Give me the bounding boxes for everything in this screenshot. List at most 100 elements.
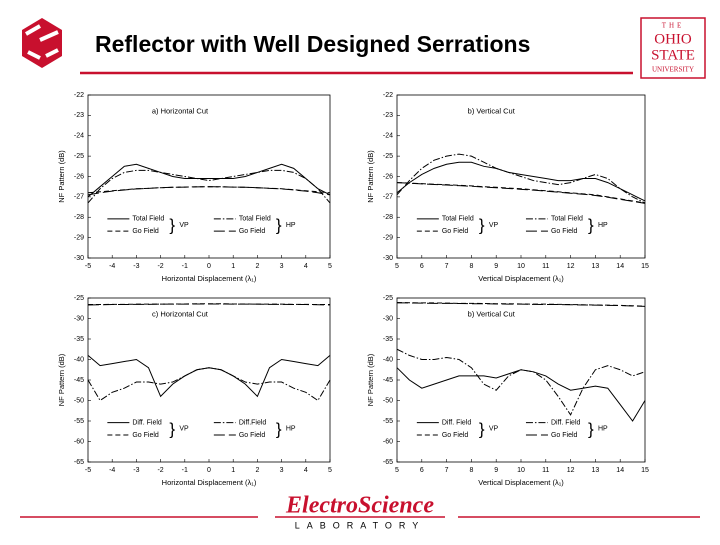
series-line bbox=[396, 182, 646, 204]
y-tick-label: -25 bbox=[383, 153, 393, 160]
x-tick-label: 3 bbox=[280, 263, 284, 270]
y-tick-label: -45 bbox=[74, 377, 84, 384]
y-tick-label: -65 bbox=[383, 459, 393, 466]
x-tick-label: 6 bbox=[420, 467, 424, 474]
x-tick-label: 4 bbox=[304, 263, 308, 270]
chart: -30 -29 -28 -27 -26 -25 -24 -23 -22 -5 -4 -3 -2 -1 0 1 2… bbox=[57, 92, 332, 283]
annotation: a) Horizontal Cut bbox=[152, 106, 209, 115]
x-axis-label: Horizontal Displacement (λ₁) bbox=[162, 478, 257, 487]
series-line bbox=[396, 161, 646, 202]
x-tick-label: 14 bbox=[616, 263, 624, 270]
legend-label: Total Field bbox=[551, 216, 583, 223]
legend-brace: } bbox=[479, 215, 485, 234]
university-logo: THE OHIO STATE UNIVERSITY bbox=[640, 17, 706, 79]
y-tick-label: -25 bbox=[74, 295, 84, 302]
y-tick-label: -40 bbox=[383, 356, 393, 363]
x-tick-label: 10 bbox=[517, 467, 525, 474]
y-tick-label: -22 bbox=[383, 92, 393, 99]
x-tick-label: 14 bbox=[616, 467, 624, 474]
plot-frame bbox=[87, 94, 331, 259]
x-axis-label: Horizontal Displacement (λ₁) bbox=[162, 274, 257, 283]
y-tick-label: -45 bbox=[383, 377, 393, 384]
y-axis-label: NF Pattern (dB) bbox=[57, 150, 66, 203]
legend-label: Go Field bbox=[132, 432, 159, 439]
y-tick-label: -24 bbox=[74, 133, 84, 140]
y-axis-label: NF Pattern (dB) bbox=[366, 353, 375, 406]
x-tick-label: 15 bbox=[641, 263, 649, 270]
x-tick-label: -2 bbox=[157, 263, 163, 270]
series-line bbox=[87, 186, 331, 196]
logo-line: STATE bbox=[651, 47, 695, 63]
legend-label: Go Field bbox=[551, 228, 578, 235]
x-tick-label: 8 bbox=[469, 467, 473, 474]
legend-brace: } bbox=[276, 215, 282, 234]
x-tick-label: -3 bbox=[133, 263, 139, 270]
legend-brace: } bbox=[169, 419, 175, 438]
y-tick-label: -50 bbox=[74, 397, 84, 404]
y-tick-label: -27 bbox=[383, 194, 393, 201]
y-tick-label: -29 bbox=[383, 234, 393, 241]
series-line bbox=[396, 367, 646, 422]
y-axis-label: NF Pattern (dB) bbox=[366, 150, 375, 203]
legend-label: Diff. Field bbox=[442, 419, 472, 426]
x-tick-label: 1 bbox=[231, 467, 235, 474]
legend-group: HP bbox=[598, 222, 608, 229]
x-tick-label: 15 bbox=[641, 467, 649, 474]
x-tick-label: -1 bbox=[182, 467, 188, 474]
x-tick-label: -3 bbox=[133, 467, 139, 474]
x-tick-label: -2 bbox=[157, 467, 163, 474]
y-tick-label: -30 bbox=[74, 315, 84, 322]
y-tick-label: -23 bbox=[383, 112, 393, 119]
x-tick-label: 13 bbox=[592, 263, 600, 270]
y-tick-label: -30 bbox=[383, 255, 393, 262]
series-line bbox=[87, 303, 331, 306]
x-tick-label: 5 bbox=[328, 467, 332, 474]
x-tick-label: 0 bbox=[207, 263, 211, 270]
x-tick-label: 8 bbox=[469, 263, 473, 270]
y-tick-label: -55 bbox=[74, 418, 84, 425]
series-line bbox=[87, 367, 331, 402]
y-tick-label: -28 bbox=[74, 214, 84, 221]
x-tick-label: 5 bbox=[395, 263, 399, 270]
legend-label: Go Field bbox=[551, 432, 578, 439]
legend-group: HP bbox=[286, 426, 296, 433]
legend-label: Go Field bbox=[442, 228, 469, 235]
series-line bbox=[396, 153, 646, 204]
x-tick-label: 7 bbox=[445, 263, 449, 270]
x-tick-label: 4 bbox=[304, 467, 308, 474]
x-tick-label: 9 bbox=[494, 467, 498, 474]
legend-group: VP bbox=[179, 426, 189, 433]
legend-label: Go Field bbox=[132, 228, 159, 235]
x-tick-label: 13 bbox=[592, 467, 600, 474]
x-axis-label: Vertical Displacement (λ₁) bbox=[478, 478, 564, 487]
legend-label: Diff. Field bbox=[132, 419, 162, 426]
series-line bbox=[87, 355, 331, 398]
logo-line: THE bbox=[662, 22, 685, 30]
y-tick-label: -27 bbox=[74, 194, 84, 201]
x-tick-label: -4 bbox=[109, 467, 115, 474]
x-tick-label: 12 bbox=[567, 263, 575, 270]
cse-logo bbox=[22, 18, 62, 68]
y-tick-label: -60 bbox=[383, 438, 393, 445]
x-tick-label: 2 bbox=[255, 467, 259, 474]
legend-brace: } bbox=[479, 419, 485, 438]
x-axis-label: Vertical Displacement (λ₁) bbox=[478, 274, 564, 283]
series-line bbox=[397, 302, 646, 307]
legend-label: Total Field bbox=[239, 216, 271, 223]
x-tick-label: 12 bbox=[567, 467, 575, 474]
y-tick-label: -60 bbox=[74, 438, 84, 445]
y-tick-label: -29 bbox=[74, 234, 84, 241]
legend-brace: } bbox=[588, 419, 594, 438]
x-tick-label: 11 bbox=[542, 467, 549, 474]
series-line bbox=[396, 182, 646, 204]
slide-title: Reflector with Well Designed Serrations bbox=[95, 31, 530, 57]
legend-brace: } bbox=[276, 419, 282, 438]
y-tick-label: -24 bbox=[383, 133, 393, 140]
x-tick-label: 1 bbox=[231, 263, 235, 270]
x-tick-label: 11 bbox=[542, 263, 549, 270]
legend-label: Go Field bbox=[239, 432, 266, 439]
y-tick-label: -23 bbox=[74, 112, 84, 119]
legend-label: Go Field bbox=[239, 228, 266, 235]
legend-brace: } bbox=[169, 215, 175, 234]
